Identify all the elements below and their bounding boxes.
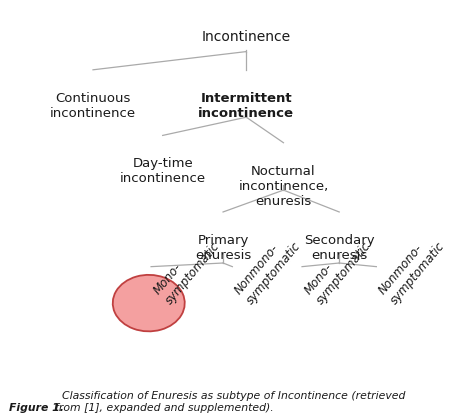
- Ellipse shape: [113, 275, 185, 331]
- Text: Primary
enuresis: Primary enuresis: [195, 234, 251, 262]
- Text: Mono-
symptomatic: Mono- symptomatic: [302, 230, 373, 307]
- Text: Day-time
incontinence: Day-time incontinence: [119, 157, 206, 185]
- Text: Nocturnal
incontinence,
enuresis: Nocturnal incontinence, enuresis: [238, 165, 328, 207]
- Text: Secondary
enuresis: Secondary enuresis: [304, 234, 374, 262]
- Text: Mono-
symptomatic: Mono- symptomatic: [151, 230, 222, 307]
- Text: Nonmono-
symptomatic: Nonmono- symptomatic: [376, 230, 447, 307]
- Text: Incontinence: Incontinence: [202, 30, 291, 44]
- Text: Continuous
incontinence: Continuous incontinence: [50, 92, 136, 120]
- Text: Nonmono-
symptomatic: Nonmono- symptomatic: [232, 230, 303, 307]
- Text: Intermittent
incontinence: Intermittent incontinence: [198, 92, 294, 120]
- Text: Classification of Enuresis as subtype of Incontinence (retrieved
from [1], expan: Classification of Enuresis as subtype of…: [55, 391, 405, 413]
- Text: Figure 1.: Figure 1.: [9, 403, 64, 413]
